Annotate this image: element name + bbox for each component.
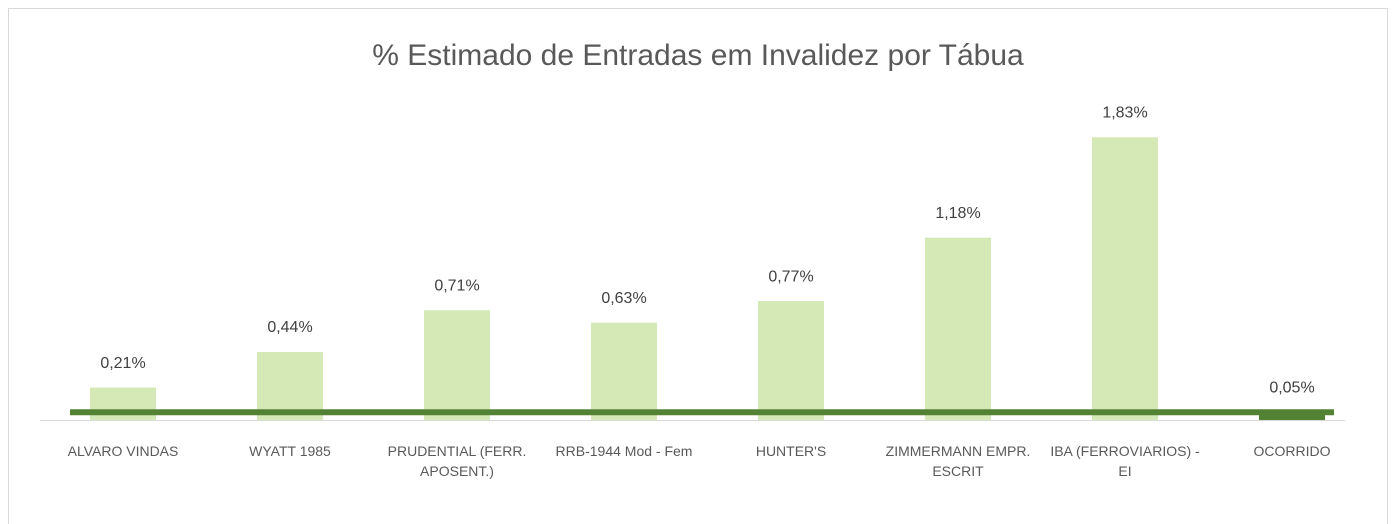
bar (257, 352, 323, 420)
bar (424, 310, 490, 420)
x-tick-label: WYATT 1985 (249, 443, 331, 459)
data-label: 0,77% (768, 268, 813, 285)
bar (1259, 412, 1325, 420)
x-tick-label: ZIMMERMANN EMPR. ESCRIT (885, 443, 1031, 479)
x-tick-label: PRUDENTIAL (FERR. APOSENT.) (387, 443, 527, 479)
chart-title: % Estimado de Entradas em Invalidez por … (372, 39, 1024, 72)
data-label: 0,05% (1269, 379, 1314, 396)
x-tick-label: ALVARO VINDAS (67, 443, 179, 459)
bar (1092, 137, 1158, 420)
data-label: 0,63% (601, 290, 646, 307)
bar (758, 301, 824, 420)
data-label: 0,44% (267, 319, 312, 336)
data-label: 0,21% (100, 355, 145, 372)
x-tick-label: RRB-1944 Mod - Fem (555, 443, 693, 459)
data-label: 0,71% (434, 278, 479, 295)
data-label: 1,18% (935, 205, 980, 222)
data-label: 1,83% (1102, 104, 1147, 121)
x-tick-label: IBA (FERROVIARIOS) - EI (1050, 443, 1200, 479)
x-tick-label: OCORRIDO (1253, 443, 1331, 459)
x-tick-label: HUNTER'S (755, 443, 827, 459)
chart-frame (8, 8, 1388, 524)
bar (591, 322, 657, 420)
bar (925, 237, 991, 420)
